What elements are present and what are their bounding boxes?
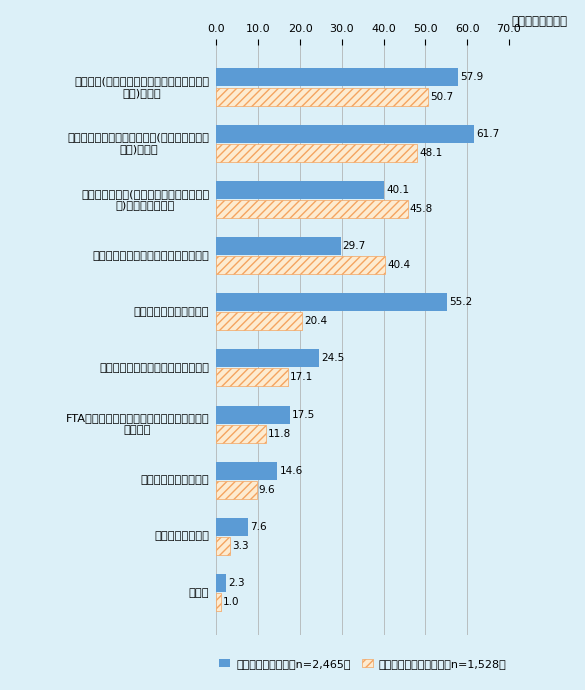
Text: 40.4: 40.4 — [387, 260, 411, 270]
Bar — [216, 88, 428, 106]
Bar — [216, 293, 447, 311]
Bar — [216, 406, 290, 424]
Text: 3.3: 3.3 — [232, 541, 249, 551]
Text: 55.2: 55.2 — [449, 297, 473, 307]
Bar — [216, 125, 474, 143]
Text: 9.6: 9.6 — [259, 485, 276, 495]
Text: 11.8: 11.8 — [268, 428, 291, 439]
Bar — [216, 349, 319, 367]
Text: 2.3: 2.3 — [228, 578, 245, 588]
Text: 57.9: 57.9 — [460, 72, 484, 82]
Text: 50.7: 50.7 — [431, 92, 453, 101]
Text: 48.1: 48.1 — [419, 148, 443, 158]
Text: 14.6: 14.6 — [280, 466, 303, 475]
Bar — [216, 481, 257, 499]
Bar — [216, 574, 226, 592]
Text: 29.7: 29.7 — [343, 241, 366, 251]
Bar — [216, 368, 288, 386]
Bar — [216, 144, 418, 161]
Bar — [216, 237, 340, 255]
Text: 20.4: 20.4 — [304, 316, 327, 326]
Bar — [216, 462, 277, 480]
Text: 17.5: 17.5 — [292, 410, 315, 420]
Bar — [216, 68, 459, 86]
Text: 45.8: 45.8 — [410, 204, 433, 214]
Text: 61.7: 61.7 — [476, 128, 500, 139]
Bar — [216, 518, 248, 536]
Bar — [216, 200, 408, 218]
Text: 1.0: 1.0 — [223, 598, 239, 607]
Text: 7.6: 7.6 — [250, 522, 267, 532]
Bar — [216, 537, 230, 555]
Text: （複数回答、％）: （複数回答、％） — [511, 15, 567, 28]
Text: 40.1: 40.1 — [386, 185, 410, 195]
Legend: 輸出に有効な施策（n=2,465）, 海外進出に有効な施策（n=1,528）: 輸出に有効な施策（n=2,465）, 海外進出に有効な施策（n=1,528） — [215, 655, 511, 673]
Bar — [216, 313, 302, 331]
Bar — [216, 256, 386, 274]
Bar — [216, 424, 266, 443]
Text: 17.1: 17.1 — [290, 373, 313, 382]
Bar — [216, 181, 384, 199]
Text: 24.5: 24.5 — [321, 353, 344, 364]
Bar — [216, 593, 221, 611]
